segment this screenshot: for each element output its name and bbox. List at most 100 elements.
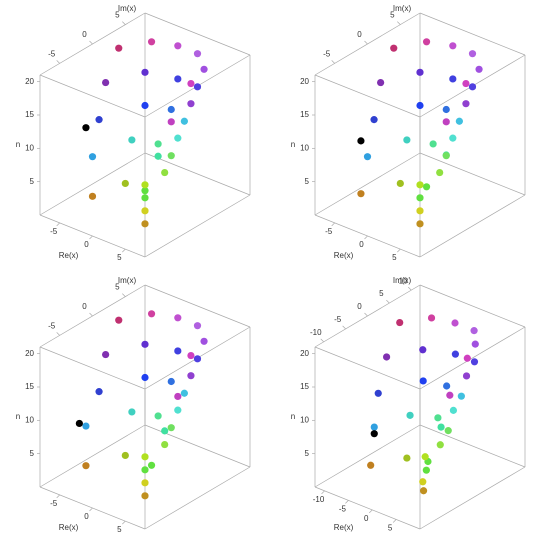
point xyxy=(128,408,136,416)
point xyxy=(419,377,427,385)
y-tick xyxy=(331,60,335,64)
point xyxy=(455,117,463,125)
x-tick xyxy=(89,235,93,240)
y-tick-label: -5 xyxy=(48,321,56,330)
point xyxy=(416,194,424,202)
point xyxy=(434,414,442,422)
point xyxy=(422,38,431,46)
point xyxy=(128,136,136,144)
x-tick-label: 5 xyxy=(388,524,393,533)
point xyxy=(403,136,411,144)
point xyxy=(437,423,445,431)
point xyxy=(396,318,404,327)
z-axis-label: n xyxy=(16,140,20,149)
point xyxy=(449,134,457,142)
y-tick-label: 0 xyxy=(357,302,362,311)
point xyxy=(141,492,149,500)
point xyxy=(470,327,478,335)
point xyxy=(444,427,452,435)
x-tick-label: -5 xyxy=(325,227,333,236)
z-tick-label: 5 xyxy=(305,449,310,458)
point xyxy=(451,319,459,327)
box-edge xyxy=(144,466,251,530)
point xyxy=(141,181,149,189)
x-tick-label: -5 xyxy=(50,499,58,508)
point xyxy=(370,116,378,124)
y-tick xyxy=(122,21,126,25)
box-edge xyxy=(39,346,146,390)
point xyxy=(429,140,437,148)
point xyxy=(167,152,175,160)
point xyxy=(463,354,471,362)
point xyxy=(422,183,431,191)
box-edge xyxy=(419,424,526,468)
point xyxy=(416,68,424,76)
y-tick xyxy=(320,338,324,343)
point xyxy=(187,372,195,380)
x-tick xyxy=(345,500,349,504)
y-tick-label: 5 xyxy=(390,11,395,20)
point xyxy=(446,391,454,399)
point xyxy=(180,117,188,125)
point xyxy=(403,454,411,462)
point xyxy=(141,453,149,461)
x-tick xyxy=(397,248,401,253)
point xyxy=(121,451,129,460)
y-tick-label: 0 xyxy=(357,30,362,39)
point xyxy=(147,38,156,46)
x-tick-label: 0 xyxy=(359,240,364,249)
z-tick-label: 15 xyxy=(25,382,34,391)
point xyxy=(406,411,414,419)
y-tick xyxy=(364,312,368,317)
y-tick xyxy=(342,325,346,330)
point xyxy=(422,466,430,474)
x-tick-label: 5 xyxy=(392,253,397,262)
z-tick-label: 20 xyxy=(300,349,309,358)
point xyxy=(421,453,429,461)
box-edge xyxy=(419,326,526,390)
box-edge xyxy=(144,12,251,56)
box-edge xyxy=(144,424,251,468)
x-tick xyxy=(369,509,373,514)
point xyxy=(427,314,436,322)
point xyxy=(141,340,149,348)
y-axis-label: Im(x) xyxy=(118,276,137,285)
point xyxy=(449,42,457,50)
point xyxy=(382,353,391,361)
x-axis-label: Re(x) xyxy=(334,251,354,260)
point xyxy=(367,461,375,469)
z-tick-label: 20 xyxy=(25,349,34,358)
x-axis-label: Re(x) xyxy=(334,523,354,532)
point xyxy=(416,181,424,189)
point xyxy=(174,134,182,142)
point xyxy=(88,192,97,200)
box-edge xyxy=(419,284,526,328)
point xyxy=(154,412,162,420)
x-tick-label: 5 xyxy=(117,525,122,534)
x-tick-label: 5 xyxy=(117,253,122,262)
x-tick-label: -5 xyxy=(339,504,347,513)
point xyxy=(370,423,378,431)
point xyxy=(141,373,149,382)
point xyxy=(449,406,458,414)
y-tick xyxy=(56,60,60,64)
y-tick-label: 5 xyxy=(115,283,120,292)
point xyxy=(154,140,162,148)
y-axis-label: Im(x) xyxy=(118,4,137,13)
z-tick-label: 10 xyxy=(25,143,34,152)
x-tick xyxy=(122,248,126,253)
box-edge xyxy=(314,424,421,488)
y-tick-label: 0 xyxy=(82,30,87,39)
point xyxy=(416,101,424,110)
point xyxy=(451,350,459,358)
point xyxy=(443,382,451,390)
point xyxy=(141,466,149,474)
z-tick-label: 10 xyxy=(25,415,34,424)
x-tick-label: 0 xyxy=(84,240,89,249)
point xyxy=(470,358,479,366)
point xyxy=(419,487,428,495)
point xyxy=(436,441,444,449)
x-tick xyxy=(56,494,60,499)
